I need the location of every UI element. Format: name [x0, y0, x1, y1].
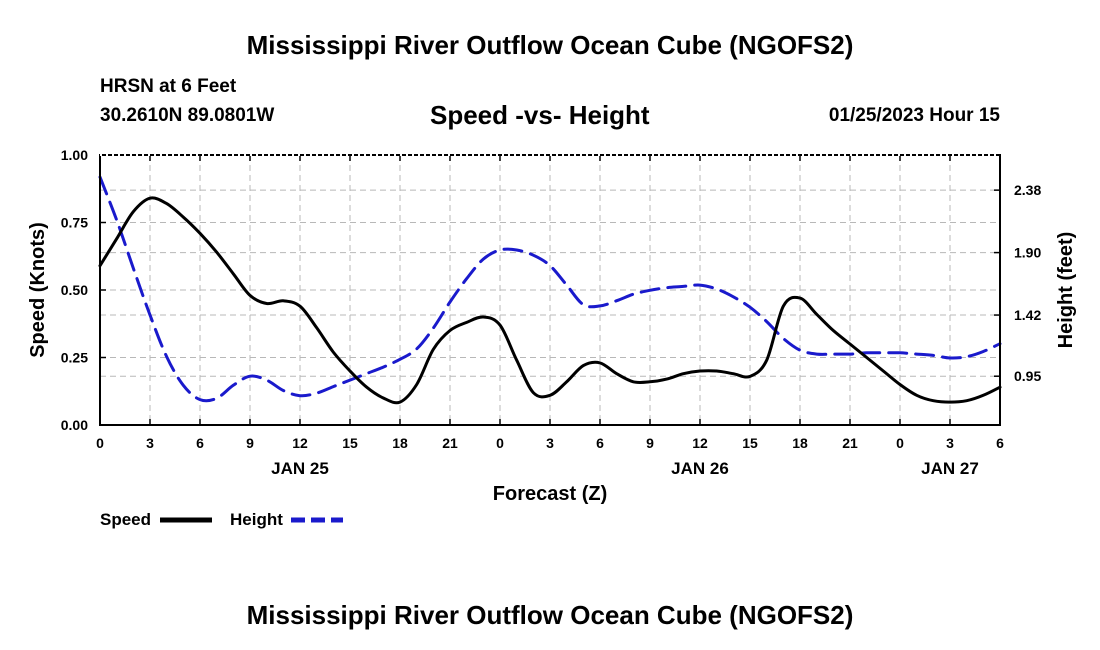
chart-main-title: Mississippi River Outflow Ocean Cube (NG… [246, 30, 854, 60]
station-coordinates: 30.2610N 89.0801W [100, 105, 275, 126]
y2-tick-label: 1.42 [1014, 307, 1041, 323]
x-tick-label: 0 [96, 435, 104, 451]
x-tick-label: 18 [792, 435, 808, 451]
station-label: HRSN at 6 Feet [100, 76, 237, 97]
x-tick-label: 15 [342, 435, 358, 451]
footer-title: Mississippi River Outflow Ocean Cube (NG… [246, 600, 854, 630]
x-tick-label: 18 [392, 435, 408, 451]
y-tick-label: 0.50 [61, 282, 88, 298]
x-tick-label: 0 [496, 435, 504, 451]
x-tick-label: 9 [246, 435, 254, 451]
series-layer [98, 175, 1002, 405]
x-tick-label: 21 [842, 435, 858, 451]
x-tick-label: 3 [546, 435, 554, 451]
series-line-height [98, 175, 1002, 403]
x-tick-label: 6 [996, 435, 1004, 451]
grid-lines [100, 155, 1000, 425]
forecast-timestamp: 01/25/2023 Hour 15 [828, 105, 1000, 126]
series-line-speed [98, 196, 1002, 405]
x-tick-label: 12 [692, 435, 708, 451]
y2-axis-label: Height (feet) [1055, 232, 1077, 349]
y-tick-label: 0.00 [61, 417, 88, 433]
y-tick-label: 0.25 [61, 350, 88, 366]
y-tick-label: 0.75 [61, 215, 88, 231]
x-tick-label: 21 [442, 435, 458, 451]
x-tick-label: 0 [896, 435, 904, 451]
x-tick-label: 12 [292, 435, 308, 451]
y2-tick-label: 0.95 [1014, 368, 1041, 384]
axes-layer: 0 3 6 9 12 15 18 21 0 3 6 9 12 15 18 21 0 3 6 JAN 25 JAN 26 J… [61, 147, 1042, 478]
x-tick-label: 9 [646, 435, 654, 451]
date-label: JAN 26 [671, 459, 729, 478]
y2-tick-label: 1.90 [1014, 245, 1041, 261]
date-label: JAN 27 [921, 459, 979, 478]
chart-subtitle: Speed -vs- Height [430, 100, 650, 130]
x-tick-label: 3 [946, 435, 954, 451]
y-axis-label: Speed (Knots) [27, 222, 49, 358]
legend: Speed Height [100, 510, 343, 529]
x-axis-label: Forecast (Z) [493, 483, 607, 505]
x-tick-label: 6 [196, 435, 204, 451]
x-tick-label: 6 [596, 435, 604, 451]
legend-label-speed: Speed [100, 510, 151, 529]
date-label: JAN 25 [271, 459, 329, 478]
x-tick-label: 3 [146, 435, 154, 451]
x-tick-label: 15 [742, 435, 758, 451]
legend-label-height: Height [230, 510, 283, 529]
y2-tick-label: 2.38 [1014, 182, 1041, 198]
y-tick-label: 1.00 [61, 147, 88, 163]
